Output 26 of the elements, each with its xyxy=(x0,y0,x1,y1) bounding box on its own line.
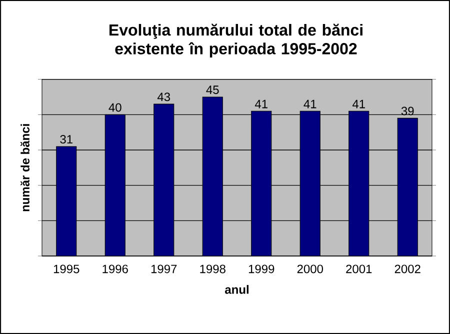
bar xyxy=(202,96,223,256)
bar xyxy=(300,110,320,256)
x-tick-label: 1999 xyxy=(248,264,274,274)
data-label: 41 xyxy=(352,100,365,108)
x-tick-label: 2001 xyxy=(346,264,372,274)
x-tick-label: 2002 xyxy=(394,264,420,274)
chart-title: Evoluţia numărului total de bănci existente în perioada 1995-2002 xyxy=(110,24,362,58)
bar xyxy=(56,146,77,256)
data-label: 41 xyxy=(304,100,316,108)
bar xyxy=(348,110,370,256)
data-label: 40 xyxy=(108,103,122,112)
bar xyxy=(397,118,418,256)
x-tick-label: 1995 xyxy=(54,264,80,274)
x-tick-label: 1997 xyxy=(151,264,177,274)
data-label: 45 xyxy=(206,86,219,94)
x-tick-label: 1996 xyxy=(102,264,128,274)
y-axis-title: număr de bănci xyxy=(20,124,30,212)
x-tick-label: 1998 xyxy=(200,264,226,274)
data-label: 41 xyxy=(254,100,268,108)
bar xyxy=(154,104,174,256)
x-tick-label: 2000 xyxy=(297,264,323,274)
data-label: 31 xyxy=(60,135,72,144)
data-label: 43 xyxy=(157,92,170,102)
x-axis-title: anul xyxy=(225,285,248,294)
bar xyxy=(104,114,126,256)
bar xyxy=(251,110,272,256)
